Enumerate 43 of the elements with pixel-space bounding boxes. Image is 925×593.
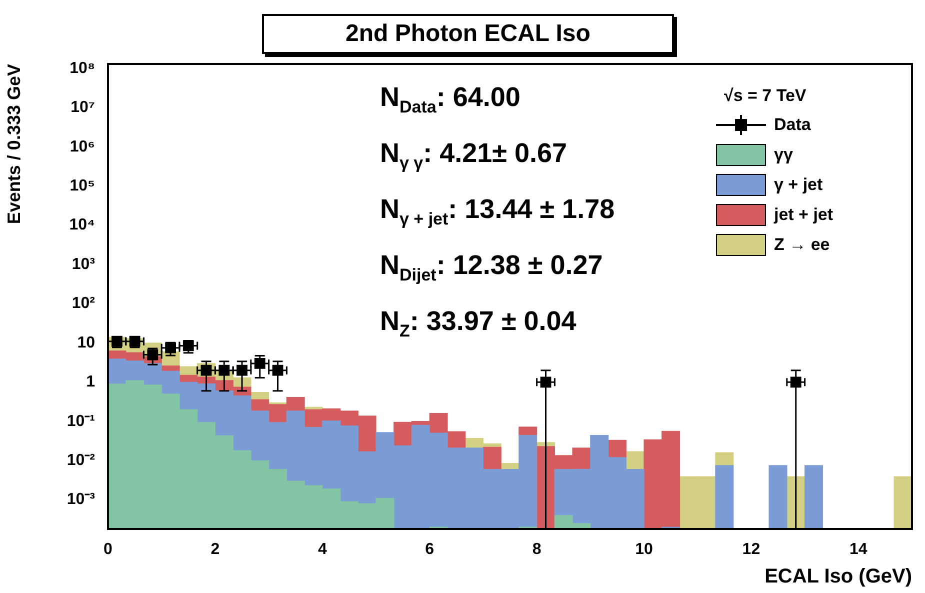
y-tick-label: 10⁻³ bbox=[66, 491, 95, 508]
annotation: N$_{Z}$: 33.97 ± 0.04 bbox=[380, 306, 578, 342]
y-tick-label: 10⁶ bbox=[70, 138, 95, 156]
y-tick-label: 10⁻¹ bbox=[66, 412, 95, 430]
x-tick-label: 12 bbox=[742, 541, 760, 558]
bar bbox=[715, 452, 734, 466]
legend-label: γ + jet bbox=[774, 175, 823, 195]
bar bbox=[804, 465, 824, 529]
y-tick-label: 10³ bbox=[72, 256, 95, 273]
y-tick-label: 10⁸ bbox=[70, 60, 95, 77]
x-tick-label: 8 bbox=[532, 541, 542, 558]
legend-label: jet + jet bbox=[774, 205, 834, 225]
x-tick-label: 2 bbox=[210, 541, 220, 558]
chart-title: 2nd Photon ECAL Iso bbox=[262, 14, 674, 54]
legend-label: Z → ee bbox=[774, 235, 830, 255]
x-tick-label: 4 bbox=[318, 541, 327, 558]
bar bbox=[518, 426, 538, 436]
y-tick-label: 10⁻² bbox=[66, 452, 95, 469]
y-axis-title: Events / 0.333 GeV bbox=[4, 64, 24, 224]
bar bbox=[768, 465, 788, 529]
bar bbox=[482, 446, 502, 470]
annotation: N$_{γ γ}$: 4.21± 0.67 bbox=[380, 138, 568, 174]
x-tick-label: 0 bbox=[104, 541, 113, 558]
x-tick-label: 10 bbox=[635, 541, 653, 558]
bar bbox=[626, 451, 644, 470]
x-tick-label: 14 bbox=[850, 541, 868, 558]
bar bbox=[715, 465, 734, 529]
y-tick-label: 10⁷ bbox=[70, 99, 95, 116]
bar bbox=[894, 476, 912, 529]
y-tick-label: 10⁴ bbox=[69, 216, 96, 234]
x-tick-label: 6 bbox=[425, 541, 434, 558]
y-tick-label: 10 bbox=[77, 334, 96, 352]
legend-label: γγ bbox=[774, 145, 793, 165]
y-tick-label: 1 bbox=[86, 374, 96, 391]
legend-title: √s = 7 TeV bbox=[724, 86, 808, 106]
y-tick-label: 10⁵ bbox=[70, 178, 95, 195]
bar bbox=[608, 440, 626, 458]
x-axis-title: ECAL Iso (GeV) bbox=[764, 566, 912, 588]
y-tick-label: 10² bbox=[72, 295, 95, 312]
annotation: N$_{Data}$: 64.00 bbox=[380, 82, 522, 118]
legend-label: Data bbox=[774, 115, 811, 135]
annotation: N$_{Dijet}$: 12.38 ± 0.27 bbox=[380, 250, 604, 286]
annotation: N$_{γ + jet}$: 13.44 ± 1.78 bbox=[380, 194, 615, 230]
